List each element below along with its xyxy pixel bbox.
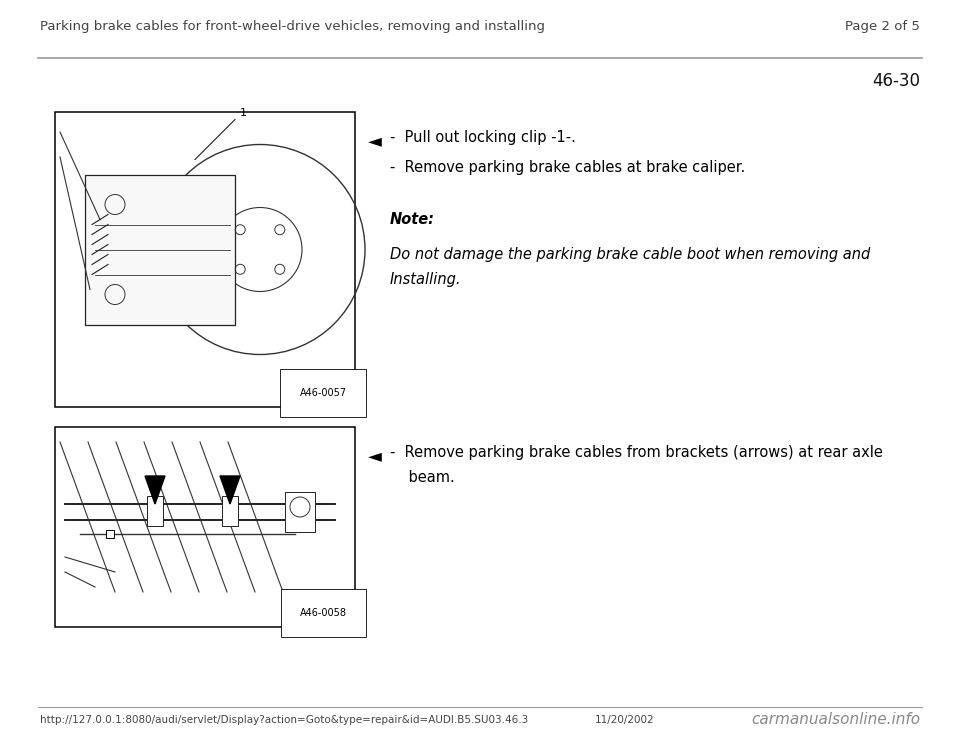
Text: beam.: beam. xyxy=(390,470,455,485)
Bar xyxy=(55,112,355,407)
Bar xyxy=(85,174,235,324)
Text: carmanualsonline.info: carmanualsonline.info xyxy=(751,712,920,727)
Text: ◄: ◄ xyxy=(368,132,382,150)
Text: A46-0058: A46-0058 xyxy=(300,608,347,618)
Text: -  Remove parking brake cables at brake caliper.: - Remove parking brake cables at brake c… xyxy=(390,160,745,175)
Bar xyxy=(222,496,238,526)
Text: Installing.: Installing. xyxy=(390,272,462,287)
Polygon shape xyxy=(220,476,240,504)
Text: -  Pull out locking clip -1-.: - Pull out locking clip -1-. xyxy=(390,130,576,145)
Bar xyxy=(55,427,355,627)
Text: 11/20/2002: 11/20/2002 xyxy=(595,715,655,725)
Polygon shape xyxy=(145,476,165,504)
Text: http://127.0.0.1:8080/audi/servlet/Display?action=Goto&type=repair&id=AUDI.B5.SU: http://127.0.0.1:8080/audi/servlet/Displ… xyxy=(40,715,528,725)
Text: Page 2 of 5: Page 2 of 5 xyxy=(845,20,920,33)
Text: Do not damage the parking brake cable boot when removing and: Do not damage the parking brake cable bo… xyxy=(390,247,871,262)
Text: Note:: Note: xyxy=(390,212,435,227)
Text: 46-30: 46-30 xyxy=(872,72,920,90)
Text: ◄: ◄ xyxy=(368,447,382,465)
Bar xyxy=(147,496,163,526)
Text: Parking brake cables for front-wheel-drive vehicles, removing and installing: Parking brake cables for front-wheel-dri… xyxy=(40,20,545,33)
Text: 1: 1 xyxy=(240,108,247,117)
Text: A46-0057: A46-0057 xyxy=(300,388,347,398)
Bar xyxy=(285,492,315,532)
Text: -  Remove parking brake cables from brackets (arrows) at rear axle: - Remove parking brake cables from brack… xyxy=(390,445,883,460)
